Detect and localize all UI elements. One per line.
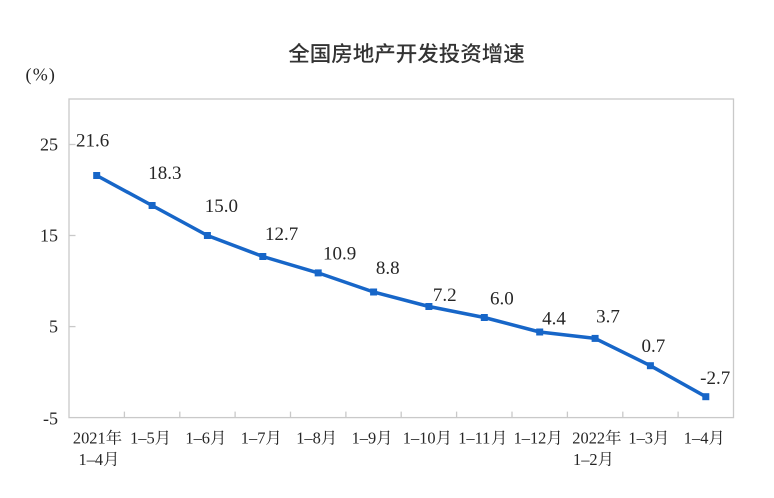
svg-text:12.7: 12.7 [265,224,298,245]
svg-text:1–6: 1–6 [185,429,210,448]
svg-text:2022: 2022 [572,429,605,448]
svg-text:7.2: 7.2 [433,285,457,306]
svg-text:1–10: 1–10 [403,429,436,448]
svg-text:1–8: 1–8 [296,429,321,448]
svg-text:4.4: 4.4 [542,308,566,329]
svg-text:1–4: 1–4 [684,429,709,448]
svg-text:8.8: 8.8 [376,258,400,279]
svg-text:1–5: 1–5 [130,429,155,448]
svg-text:-2.7: -2.7 [700,368,730,389]
svg-text:1–7: 1–7 [241,429,266,448]
svg-text:25: 25 [40,134,58,154]
svg-text:10.9: 10.9 [323,243,356,264]
svg-text:21.6: 21.6 [76,130,109,151]
svg-text:1–12: 1–12 [514,429,547,448]
svg-text:-5: -5 [43,409,58,429]
svg-text:15.0: 15.0 [205,196,238,217]
svg-text:15: 15 [40,225,58,245]
svg-text:1–2: 1–2 [573,450,598,469]
svg-text:3.7: 3.7 [596,307,620,328]
svg-text:0.7: 0.7 [642,336,666,357]
svg-text:1–4: 1–4 [79,450,104,469]
svg-text:5: 5 [49,316,58,336]
svg-text:1–9: 1–9 [352,429,377,448]
svg-text:1–11: 1–11 [458,429,490,448]
svg-text:1–3: 1–3 [628,429,653,448]
svg-text:18.3: 18.3 [148,163,181,184]
svg-text:6.0: 6.0 [490,288,514,309]
svg-text:(%): (%) [26,65,57,86]
svg-text:2021: 2021 [73,429,106,448]
